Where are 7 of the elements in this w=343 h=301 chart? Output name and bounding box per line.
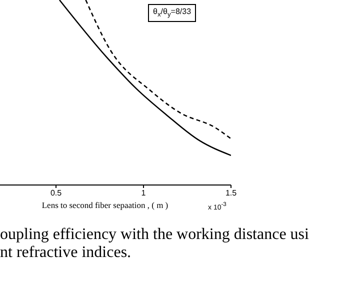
- x-axis-title: Lens to second fiber sepaation , ( m ): [40, 200, 170, 210]
- text: oupling efficiency with the working distance usi: [0, 226, 309, 244]
- x-tick-label: 0.5: [50, 188, 62, 198]
- x-tick-label: 1.5: [225, 188, 238, 198]
- text: nt refractive indices.: [0, 244, 132, 262]
- x-tick-label: 1: [141, 188, 146, 198]
- annotation: θ$_{x}$/θ$_{y}$=8/33: [148, 4, 196, 22]
